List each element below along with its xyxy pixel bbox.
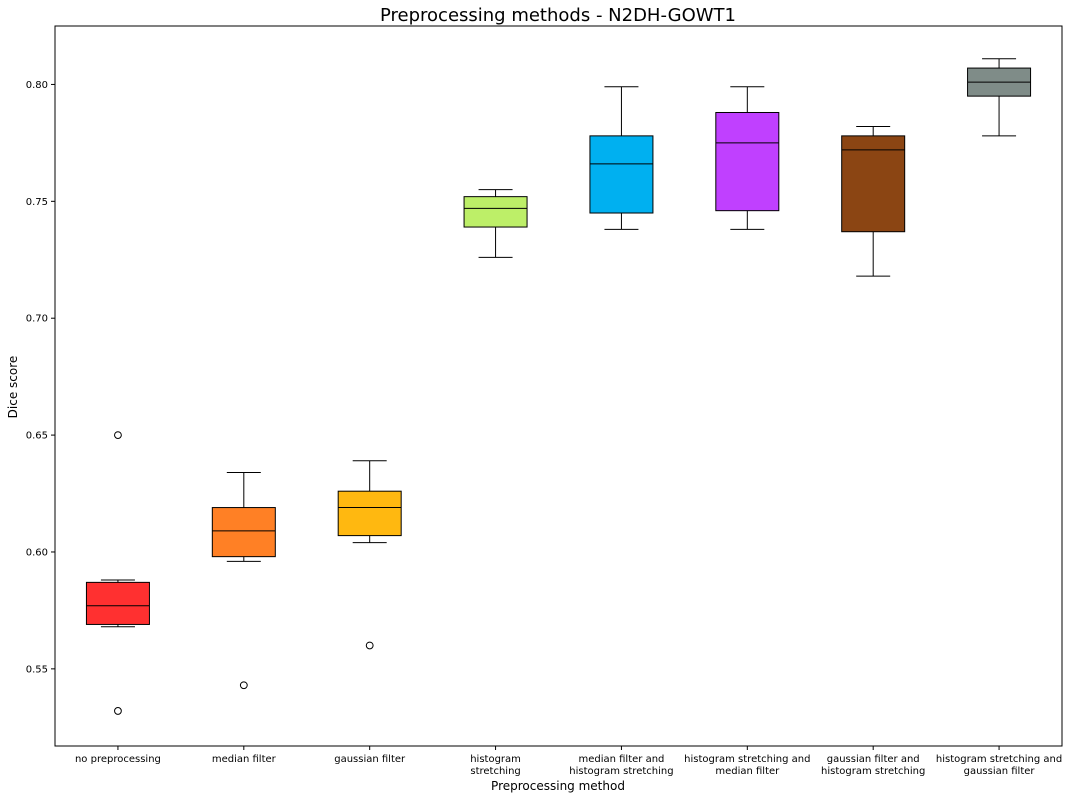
outlier-point xyxy=(239,681,248,690)
y-tick-label: 0.65 xyxy=(26,431,48,442)
x-tick-label: histogram stretching and gaussian filter xyxy=(936,754,1062,777)
x-tick-label: median filter xyxy=(212,754,277,765)
y-axis-label: Dice score xyxy=(6,356,20,419)
outlier-point xyxy=(365,641,374,650)
outlier-point xyxy=(114,707,122,715)
box-iqr xyxy=(337,490,402,537)
plot-area: 0.55 0.60 0.65 0.70 0.75 0.80 no preprocessing… xyxy=(26,25,1063,777)
axes-frame xyxy=(54,25,1063,747)
box-iqr xyxy=(841,135,906,233)
x-tick-label: gaussian filter and histogram stretching xyxy=(821,754,925,777)
box-iqr xyxy=(211,507,276,558)
box-iqr xyxy=(589,135,654,214)
box-iqr xyxy=(463,196,528,228)
x-tick-label: no preprocessing xyxy=(75,754,161,765)
x-tick-label: gaussian filter xyxy=(334,754,406,765)
x-axis-label: Preprocessing method xyxy=(491,779,625,793)
chart-title: Preprocessing methods - N2DH-GOWT1 xyxy=(380,5,736,26)
outlier-point xyxy=(114,431,122,439)
box-iqr xyxy=(715,111,780,212)
y-tick-label: 0.60 xyxy=(26,547,48,558)
x-tick-label: median filter and histogram stretching xyxy=(569,754,673,777)
y-tick-label: 0.80 xyxy=(26,80,48,91)
x-tick-label: histogram stretching xyxy=(470,754,521,777)
x-tick-label: histogram stretching and median filter xyxy=(684,754,810,777)
y-tick-label: 0.55 xyxy=(26,664,48,675)
box-iqr xyxy=(85,581,150,625)
y-tick-label: 0.75 xyxy=(26,197,48,208)
y-tick-label: 0.70 xyxy=(26,314,48,325)
